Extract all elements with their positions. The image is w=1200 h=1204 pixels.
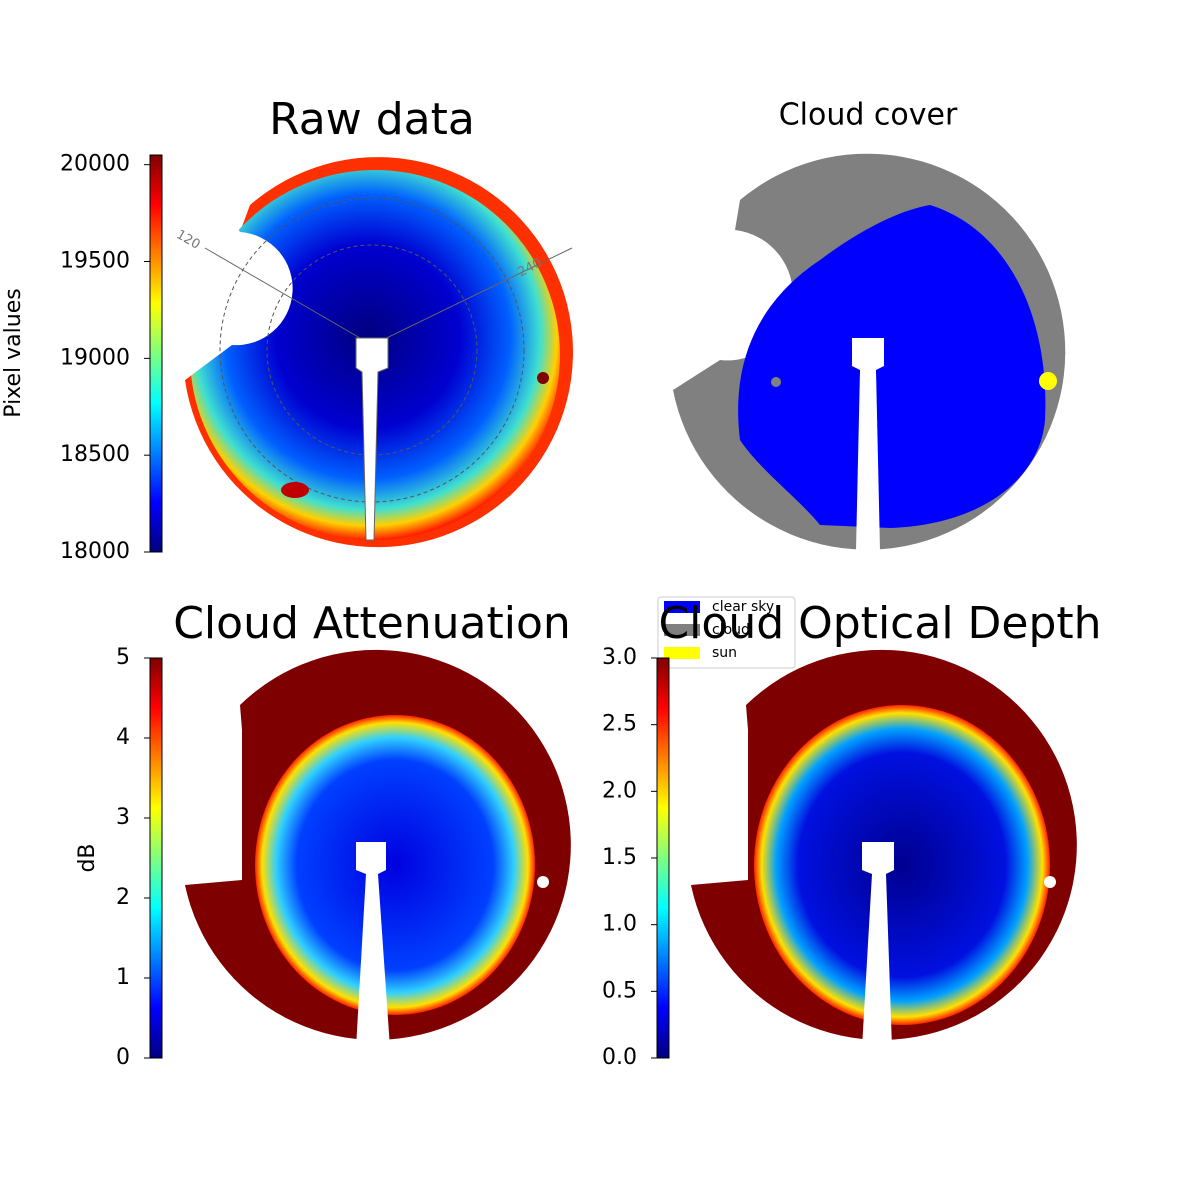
legend-swatch: [664, 624, 700, 636]
legend-label: clear sky: [712, 599, 774, 615]
colorbar-tick-label: 4: [116, 725, 130, 750]
colorbar-tick-label: 2.5: [602, 712, 637, 737]
legend-swatch: [664, 647, 700, 659]
colorbar-tick-label: 1.5: [602, 845, 637, 870]
legend-label: sun: [712, 645, 737, 661]
colorbar-tick-label: 18500: [60, 442, 130, 467]
attenuation-image: [185, 649, 571, 1048]
colorbar-tick-label: 5: [116, 645, 130, 670]
legend-label: cloud: [712, 622, 750, 638]
colorbar-tick-label: 3: [116, 805, 130, 830]
colorbar-tick-label: 3.0: [602, 645, 637, 670]
colorbar-tick-label: 19500: [60, 249, 130, 274]
colorbar-tick-label: 0.5: [602, 978, 637, 1003]
cloud-cover-image: [673, 153, 1066, 550]
panel-title: Cloud Attenuation: [173, 598, 571, 649]
colorbar: [149, 657, 163, 1059]
colorbar-tick-label: 18000: [60, 539, 130, 564]
optical-depth-image: [691, 649, 1077, 1048]
colorbar-tick-label: 1: [116, 965, 130, 990]
colorbar-tick-label: 0: [116, 1045, 130, 1070]
colorbar-tick-label: 19000: [60, 345, 130, 370]
colorbar: [656, 657, 670, 1059]
colorbar-label: Pixel values: [1, 288, 26, 417]
colorbar-tick-label: 0.0: [602, 1045, 637, 1070]
panel-title: Cloud cover: [779, 98, 958, 133]
colorbar: [149, 154, 163, 553]
colorbar-label: dB: [75, 843, 100, 872]
panel-title: Cloud Optical Depth: [658, 598, 1101, 649]
legend-swatch: [664, 601, 700, 613]
colorbar-tick-label: 1.0: [602, 912, 637, 937]
colorbar-tick-label: 2: [116, 885, 130, 910]
colorbar-tick-label: 2.0: [602, 778, 637, 803]
colorbar-tick-label: 20000: [60, 152, 130, 177]
raw-image: [180, 157, 573, 548]
panel-title: Raw data: [269, 94, 475, 145]
